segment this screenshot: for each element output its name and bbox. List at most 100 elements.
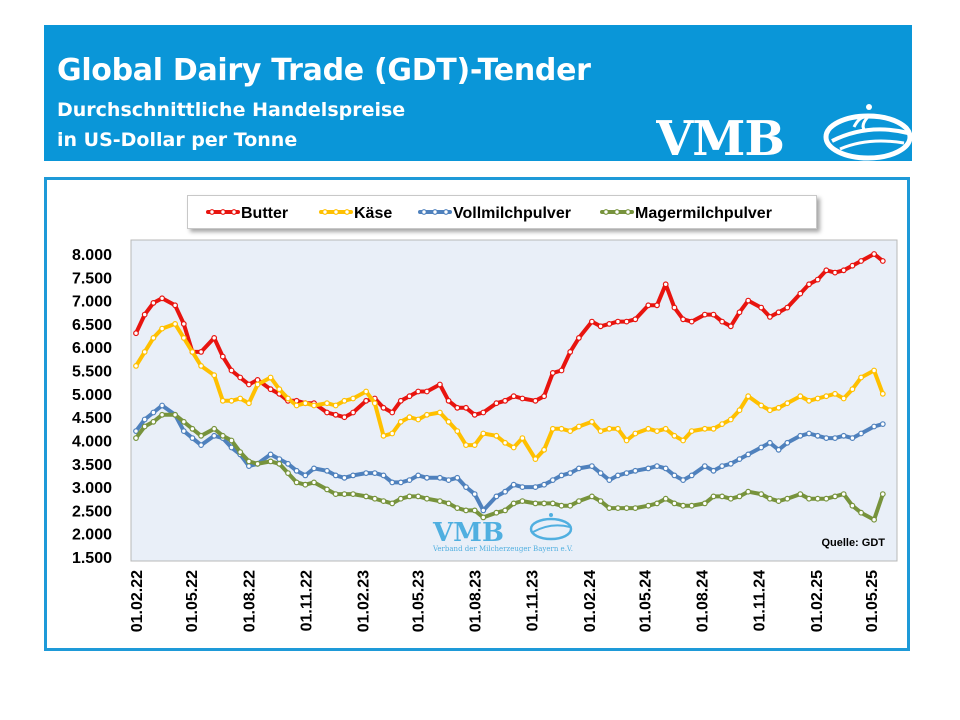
data-point-magermilchpulver xyxy=(758,491,765,498)
data-point-vollmilchpulver xyxy=(858,430,864,437)
data-point-butter xyxy=(133,330,139,337)
data-point-magermilchpulver xyxy=(719,493,725,500)
data-point-vollmilchpulver xyxy=(519,484,526,491)
data-point-magermilchpulver xyxy=(133,435,139,442)
data-point-butter xyxy=(823,267,830,274)
subtitle-line-1: Durchschnittliche Handelspreise xyxy=(57,99,406,121)
data-point-butter xyxy=(606,321,613,327)
data-point-kaese xyxy=(632,430,639,437)
data-point-magermilchpulver xyxy=(159,411,166,418)
data-point-kaese xyxy=(532,456,539,463)
legend-label: Butter xyxy=(241,205,288,222)
data-point-kaese xyxy=(558,425,565,432)
data-point-kaese xyxy=(623,437,630,444)
header-banner: Global Dairy Trade (GDT)-Tender Durchsch… xyxy=(44,25,912,161)
data-point-butter xyxy=(727,323,734,330)
data-point-magermilchpulver xyxy=(293,479,300,486)
data-point-vollmilchpulver xyxy=(510,481,517,488)
data-point-kaese xyxy=(198,363,205,369)
data-point-kaese xyxy=(645,425,652,432)
data-point-kaese xyxy=(363,388,370,395)
x-tick-label: 01.08.22 xyxy=(241,570,258,632)
legend-label: Magermilchpulver xyxy=(635,205,772,222)
data-point-butter xyxy=(549,370,556,376)
data-point-butter xyxy=(671,304,678,311)
data-point-magermilchpulver xyxy=(397,495,404,502)
x-tick-label: 01.02.25 xyxy=(809,570,826,632)
data-point-vollmilchpulver xyxy=(645,465,652,472)
data-point-magermilchpulver xyxy=(797,491,804,498)
data-point-magermilchpulver xyxy=(871,516,877,523)
data-point-kaese xyxy=(871,367,877,374)
data-point-kaese xyxy=(701,425,708,432)
data-point-kaese xyxy=(849,386,856,393)
data-point-butter xyxy=(849,262,856,269)
data-point-magermilchpulver xyxy=(463,507,469,514)
data-point-magermilchpulver xyxy=(597,498,604,505)
data-point-kaese xyxy=(797,393,804,400)
data-point-vollmilchpulver xyxy=(701,463,708,470)
data-point-butter xyxy=(510,393,517,400)
legend-marker xyxy=(625,209,631,215)
data-point-kaese xyxy=(806,397,812,404)
data-point-kaese xyxy=(493,432,500,439)
data-point-magermilchpulver xyxy=(267,458,274,465)
data-point-kaese xyxy=(510,444,517,451)
y-tick-label: 2.500 xyxy=(72,503,112,520)
data-point-magermilchpulver xyxy=(324,486,330,493)
y-axis: 1.500 2.000 2.500 3.000 3.500 4.000 4.500 5.000… xyxy=(72,247,112,567)
data-point-magermilchpulver xyxy=(406,493,413,500)
data-point-butter xyxy=(532,397,539,404)
data-point-butter xyxy=(719,318,725,325)
data-point-kaese xyxy=(324,400,330,407)
data-point-butter xyxy=(397,397,404,404)
data-point-vollmilchpulver xyxy=(198,442,205,449)
data-point-magermilchpulver xyxy=(510,500,517,507)
legend-marker xyxy=(344,209,350,215)
data-point-magermilchpulver xyxy=(237,449,244,456)
data-point-kaese xyxy=(758,402,765,409)
data-point-vollmilchpulver xyxy=(615,472,621,479)
legend-item-magermilchpulver: Magermilchpulver xyxy=(600,205,772,222)
data-point-kaese xyxy=(371,400,378,407)
data-point-vollmilchpulver xyxy=(589,463,595,470)
data-point-magermilchpulver xyxy=(606,505,613,512)
data-point-vollmilchpulver xyxy=(493,493,500,500)
data-point-butter xyxy=(267,386,274,393)
data-point-kaese xyxy=(159,325,166,332)
data-point-butter xyxy=(150,300,157,306)
data-point-magermilchpulver xyxy=(806,495,812,502)
legend-label: Käse xyxy=(354,205,392,222)
data-point-vollmilchpulver xyxy=(293,467,300,474)
data-point-vollmilchpulver xyxy=(285,460,291,467)
data-point-kaese xyxy=(311,402,317,409)
data-point-magermilchpulver xyxy=(671,500,678,507)
data-point-butter xyxy=(406,393,413,400)
data-point-vollmilchpulver xyxy=(159,402,166,409)
data-point-kaese xyxy=(840,395,847,402)
vmb-logo-text: VMB xyxy=(656,111,784,161)
data-point-butter xyxy=(758,304,765,311)
data-point-vollmilchpulver xyxy=(688,472,695,479)
data-point-kaese xyxy=(567,428,574,435)
data-point-vollmilchpulver xyxy=(758,444,765,451)
data-point-kaese xyxy=(680,437,686,444)
data-point-vollmilchpulver xyxy=(245,463,252,470)
data-point-magermilchpulver xyxy=(519,498,526,505)
data-point-kaese xyxy=(389,430,396,437)
data-point-magermilchpulver xyxy=(302,481,309,488)
data-point-butter xyxy=(879,258,886,264)
chart-legend: Butter Käse Vollmilchpulver Magermilchpulve… xyxy=(187,195,817,229)
data-point-vollmilchpulver xyxy=(341,474,348,481)
data-point-magermilchpulver xyxy=(180,418,187,425)
data-point-vollmilchpulver xyxy=(415,472,422,479)
data-point-vollmilchpulver xyxy=(576,465,582,472)
data-point-magermilchpulver xyxy=(350,491,357,498)
data-point-magermilchpulver xyxy=(371,495,378,502)
data-point-butter xyxy=(858,258,864,264)
vmb-logo-swirl-icon xyxy=(823,104,912,161)
data-point-vollmilchpulver xyxy=(211,432,218,439)
data-point-vollmilchpulver xyxy=(549,477,556,484)
data-point-vollmilchpulver xyxy=(311,465,317,472)
data-point-butter xyxy=(832,269,838,276)
